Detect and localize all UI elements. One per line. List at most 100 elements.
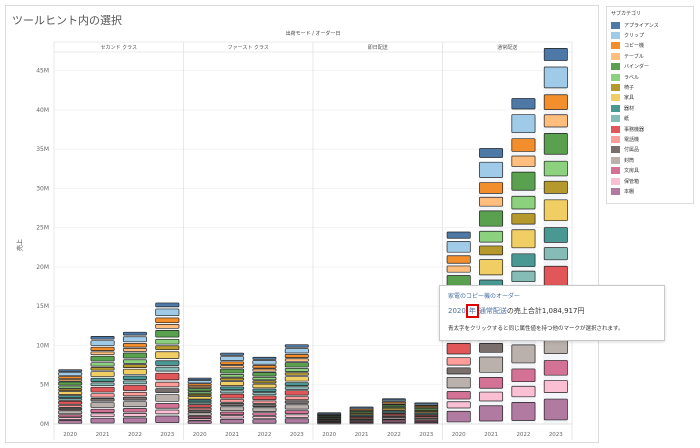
legend-item[interactable]: 本棚	[611, 186, 689, 196]
bar-segment	[284, 354, 309, 358]
legend-item[interactable]: アプライアンス	[611, 20, 689, 30]
y-axis-label: 売上	[16, 239, 24, 251]
legend-item[interactable]: 電話機	[611, 134, 689, 144]
bar-segment	[284, 418, 309, 424]
bar-segment	[543, 133, 568, 155]
legend-swatch	[611, 84, 620, 92]
bar-segment	[284, 344, 309, 348]
bar-segment	[479, 356, 504, 373]
bar-segment	[122, 331, 147, 336]
bar-segment	[252, 383, 277, 389]
tooltip-selected-term[interactable]: 年	[465, 304, 479, 318]
legend-swatch	[611, 73, 620, 81]
bar-segment	[252, 392, 277, 396]
bar-segment	[284, 348, 309, 354]
legend-item[interactable]: 保管箱	[611, 176, 689, 186]
bar-segment	[122, 391, 147, 397]
bar-segment	[90, 413, 115, 418]
y-tick-label: 45M	[36, 68, 49, 75]
bar-segment	[58, 391, 83, 395]
legend-item[interactable]: 家具	[611, 93, 689, 103]
legend-item[interactable]: 付属品	[611, 145, 689, 155]
bar-segment	[414, 412, 439, 415]
legend-item[interactable]: 器材	[611, 103, 689, 113]
legend-item[interactable]: 文房具	[611, 165, 689, 175]
bar-segment	[284, 376, 309, 382]
x-tick-label: 2021	[96, 432, 110, 438]
bar-segment	[58, 404, 83, 408]
bar-segment	[349, 406, 374, 409]
panel-header: ファースト クラス	[228, 45, 269, 51]
legend-item[interactable]: テーブル	[611, 51, 689, 61]
bar-segment	[58, 398, 83, 401]
bar-segment	[511, 229, 536, 249]
bar-segment	[511, 138, 536, 152]
legend-item[interactable]: 椅子	[611, 82, 689, 92]
bar-segment	[58, 417, 83, 420]
tooltip-line-1[interactable]: 家電のコピー機のオーダー	[448, 293, 521, 300]
legend-label: 紙	[624, 116, 630, 123]
bar-segment	[479, 210, 504, 227]
x-tick-label: 2023	[549, 432, 563, 438]
bar-segment	[122, 352, 147, 359]
legend-swatch	[611, 104, 620, 112]
bar-segment	[284, 414, 309, 418]
legend-swatch	[611, 115, 620, 123]
bar-segment	[479, 391, 504, 402]
bar-segment	[511, 368, 536, 383]
bar-segment	[90, 408, 115, 413]
legend-swatch	[611, 156, 620, 164]
legend-swatch	[611, 187, 620, 195]
bar-segment	[58, 410, 83, 415]
x-tick-label: 2020	[452, 432, 466, 438]
bar-segment	[122, 364, 147, 368]
legend-item[interactable]: バインダー	[611, 62, 689, 72]
bar-segment	[90, 402, 115, 408]
legend-item[interactable]: クリップ	[611, 30, 689, 40]
y-tick-label: 0M	[40, 421, 49, 428]
bar-segment	[155, 351, 180, 359]
bar-segment	[220, 381, 245, 386]
bar-segment	[511, 98, 536, 110]
tooltip-ship-mode[interactable]: 通常配送	[478, 307, 507, 315]
bar-segment	[543, 360, 568, 376]
bar-segment	[543, 265, 568, 288]
legend-swatch	[611, 167, 620, 175]
tooltip-total: の売上合計1,084,917円	[506, 307, 585, 315]
legend-item[interactable]: 紙	[611, 114, 689, 124]
bar-segment	[90, 386, 115, 393]
bar-segment	[511, 155, 536, 167]
bar-segment	[252, 376, 277, 381]
bar-segment	[284, 390, 309, 396]
bar-segment	[414, 416, 439, 419]
bar-segment	[446, 410, 471, 423]
bar-segment	[479, 377, 504, 389]
bar-segment	[220, 390, 245, 394]
bar-segment	[155, 330, 180, 338]
legend-item[interactable]: 事務機器	[611, 124, 689, 134]
bar-segment	[284, 410, 309, 415]
legend-item[interactable]: ラベル	[611, 72, 689, 82]
bar-segment	[155, 302, 180, 308]
bar-segment	[284, 358, 309, 362]
bar-segment	[252, 395, 277, 401]
bar-segment	[90, 366, 115, 371]
tooltip-year[interactable]: 2020	[448, 307, 466, 315]
bar-segment	[511, 213, 536, 225]
bar-segment	[446, 343, 471, 355]
y-tick-label: 35M	[36, 146, 49, 153]
legend-item[interactable]: コピー機	[611, 41, 689, 51]
panel-header: 即日配送	[368, 44, 388, 51]
bar-segment	[220, 352, 245, 356]
bar-segment	[543, 47, 568, 61]
bar-segment	[284, 404, 309, 410]
bar-segment	[122, 396, 147, 401]
bar-segment	[90, 346, 115, 351]
bar-segment	[381, 419, 406, 422]
bar-segment	[479, 245, 504, 256]
legend-item[interactable]: 封筒	[611, 155, 689, 165]
bar-segment	[381, 406, 406, 408]
bar-segment	[220, 399, 245, 403]
bar-segment	[122, 336, 147, 343]
bar-segment	[252, 412, 277, 416]
